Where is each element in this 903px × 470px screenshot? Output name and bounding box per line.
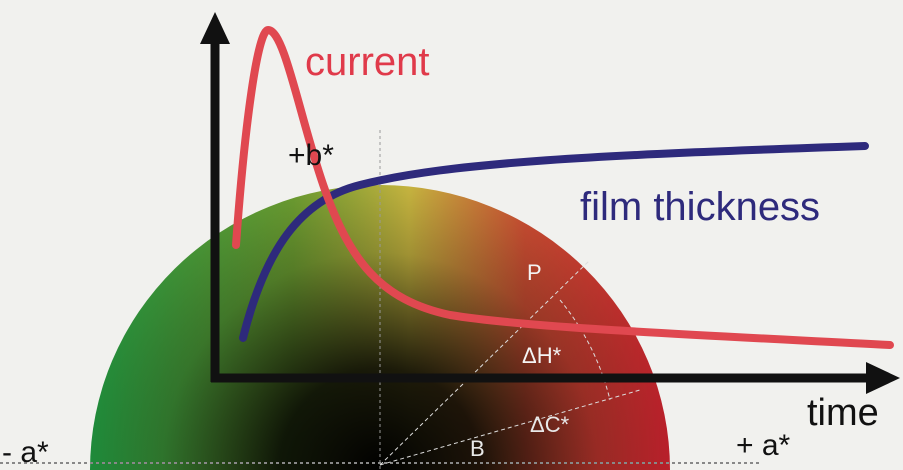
p-label: P [527, 260, 542, 285]
y-arrow [200, 12, 230, 44]
current-label: current [305, 40, 430, 84]
film-thickness-curve [239, 142, 869, 342]
time-label: time [807, 392, 879, 434]
delta-h-label: ΔH* [522, 343, 562, 368]
minus-a-label: - a* [2, 436, 49, 469]
film-thickness-label: film thickness [580, 185, 820, 229]
color-wheel-shade [90, 185, 670, 470]
delta-c-label: ΔC* [530, 412, 570, 437]
plus-a-label: + a* [736, 429, 791, 462]
vector-lines [379, 259, 641, 466]
plus-b-label: +b* [288, 139, 334, 172]
x-arrow [866, 362, 900, 394]
b-point-label: B [470, 436, 485, 461]
current-curve [232, 25, 894, 349]
